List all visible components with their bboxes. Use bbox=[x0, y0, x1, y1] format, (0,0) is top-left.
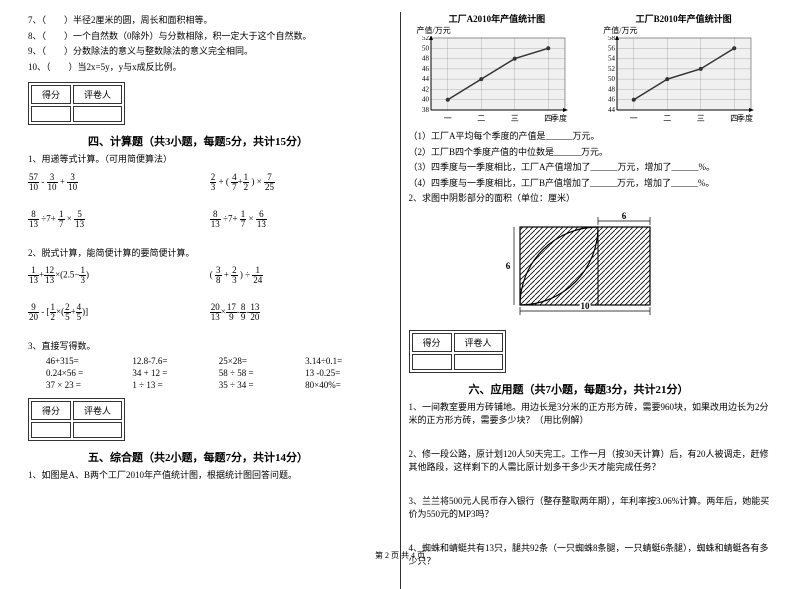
calc2-row2: 920 - [12×(25+45)] 2013×179-89-1320 bbox=[28, 303, 392, 322]
svg-text:二: 二 bbox=[664, 114, 672, 123]
svg-text:42: 42 bbox=[422, 85, 430, 93]
svg-text:50: 50 bbox=[422, 44, 430, 52]
chart-a-svg: 5250484644424038一二三四季度 bbox=[409, 36, 569, 124]
svg-text:一: 一 bbox=[443, 114, 451, 123]
svg-text:56: 56 bbox=[608, 44, 616, 52]
svg-text:44: 44 bbox=[422, 75, 430, 83]
svg-text:40: 40 bbox=[422, 96, 430, 104]
svg-text:52: 52 bbox=[608, 65, 616, 73]
svg-text:46: 46 bbox=[422, 65, 430, 73]
judge-list: 7、（ ）半径2厘米的圆，周长和面积相等。 8、（ ）一个自然数（0除外）与分数… bbox=[28, 14, 392, 74]
chart-b: 工厂B2010年产值统计图 产值/万元 5856545250484644一二三四… bbox=[595, 12, 772, 124]
svg-text:54: 54 bbox=[608, 55, 616, 63]
svg-text:6: 6 bbox=[622, 211, 627, 221]
score-box-3: 得分评卷人 bbox=[409, 330, 506, 373]
chart-a: 工厂A2010年产值统计图 产值/万元 5250484644424038一二三四… bbox=[409, 12, 586, 124]
calc1-row2: 813 ÷7+ 17 × 513 813 ÷7+ 17 × 613 bbox=[28, 210, 392, 229]
right-column: 工厂A2010年产值统计图 产值/万元 5250484644424038一二三四… bbox=[401, 12, 781, 589]
svg-text:48: 48 bbox=[422, 55, 430, 63]
svg-text:58: 58 bbox=[608, 36, 616, 42]
svg-text:一: 一 bbox=[630, 114, 638, 123]
svg-text:三: 三 bbox=[697, 114, 705, 123]
calc1-row1: 5710 - 310 + 310 23 + ( 47+12 ) × 725 bbox=[28, 173, 392, 192]
q4-1: 1、用递等式计算。（可用简便算法） bbox=[28, 153, 392, 167]
svg-text:50: 50 bbox=[608, 75, 616, 83]
chart-b-svg: 5856545250484644一二三四季度 bbox=[595, 36, 755, 124]
score-box-2: 得分评卷人 bbox=[28, 398, 125, 441]
page-footer: 第 2 页 共 4 页 bbox=[0, 550, 800, 561]
q4-2: 2、脱式计算，能简便计算的要简便计算。 bbox=[28, 247, 392, 261]
calc2-row1: 113+1213×(2.5−13) ( 38 + 23 ) ÷ 124 bbox=[28, 266, 392, 285]
shadow-figure: 661010 bbox=[490, 210, 690, 320]
app-q2: 2、修一段公路，原计划120人50天完工。工作一月（按30天计算）后，有20人被… bbox=[409, 448, 773, 475]
svg-text:38: 38 bbox=[422, 106, 430, 114]
app-q3: 3、兰兰将500元人民币存入银行（整存整取两年期），年利率按3.06%计算。两年… bbox=[409, 495, 773, 522]
section5-title: 五、综合题（共2小题，每题7分，共计14分） bbox=[88, 449, 392, 465]
svg-text:10: 10 bbox=[581, 301, 591, 311]
svg-text:三: 三 bbox=[510, 114, 518, 123]
svg-text:48: 48 bbox=[608, 85, 616, 93]
score-box: 得分评卷人 bbox=[28, 82, 125, 125]
q2-area: 2、求图中阴影部分的面积（单位：厘米） bbox=[409, 192, 773, 206]
svg-text:52: 52 bbox=[422, 36, 430, 42]
left-column: 7、（ ）半径2厘米的圆，周长和面积相等。 8、（ ）一个自然数（0除外）与分数… bbox=[20, 12, 401, 589]
q5-1: 1、如图是A、B两个工厂2010年产值统计图，根据统计图回答问题。 bbox=[28, 469, 392, 483]
charts: 工厂A2010年产值统计图 产值/万元 5250484644424038一二三四… bbox=[409, 12, 773, 124]
svg-text:6: 6 bbox=[506, 261, 511, 271]
q4-3: 3、直接写得数。 bbox=[28, 340, 392, 354]
svg-text:季度: 季度 bbox=[551, 113, 567, 123]
app-q1: 1、一间教室要用方砖铺地。用边长是3分米的正方形方砖，需要960块，如果改用边长… bbox=[409, 401, 773, 428]
stat-questions: （1）工厂A平均每个季度的产值是______万元。 （2）工厂B四个季度产值的中… bbox=[409, 130, 773, 190]
svg-text:44: 44 bbox=[608, 106, 616, 114]
svg-text:二: 二 bbox=[477, 114, 485, 123]
section4-title: 四、计算题（共3小题，每题5分，共计15分） bbox=[88, 133, 392, 149]
section6-title: 六、应用题（共7小题，每题3分，共计21分） bbox=[469, 381, 773, 397]
svg-text:季度: 季度 bbox=[737, 113, 753, 123]
svg-text:46: 46 bbox=[608, 96, 616, 104]
direct-grid: 46+315=12.8-7.6=25×28=3.14÷0.1= 0.24×56 … bbox=[28, 356, 392, 390]
